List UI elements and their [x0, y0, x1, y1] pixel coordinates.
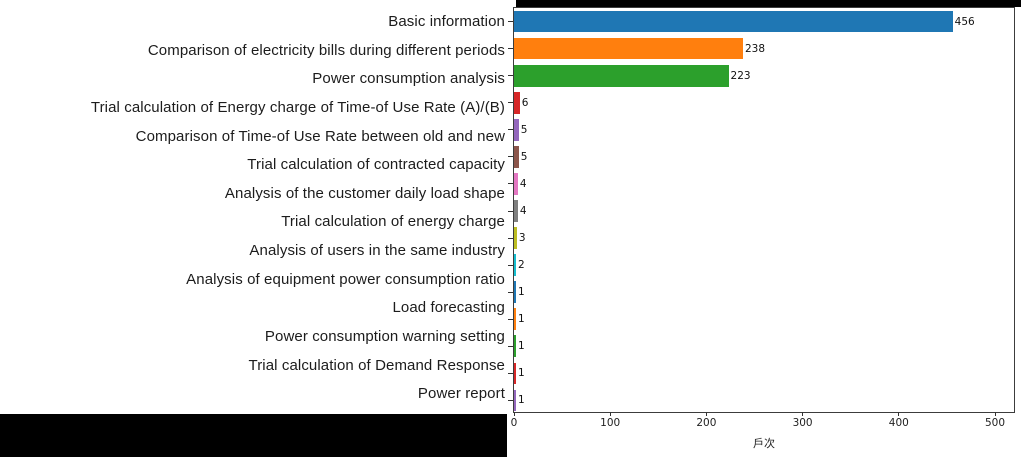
- y-axis-tick: [508, 75, 513, 77]
- category-label: Comparison of Time-of Use Rate between o…: [135, 127, 505, 145]
- bar-value-label: 2: [518, 259, 525, 272]
- bar-value-label: 5: [520, 150, 528, 163]
- category-label: Trial calculation of Demand Response: [248, 356, 505, 374]
- bar: [514, 335, 516, 358]
- bar-value-label: 1: [518, 313, 525, 326]
- bar: [514, 91, 520, 114]
- bar-value-label: 3: [518, 232, 526, 245]
- category-label: Analysis of users in the same industry: [249, 242, 505, 260]
- category-label: Power consumption warning setting: [264, 327, 505, 345]
- bar-value-label: 1: [518, 394, 525, 407]
- category-label: Analysis of equipment power consumption …: [186, 270, 505, 288]
- y-axis-tick: [508, 345, 513, 347]
- bar-value-label: 6: [521, 96, 529, 109]
- y-axis-tick: [508, 291, 513, 293]
- y-axis-tick: [508, 129, 513, 131]
- bar: [514, 389, 516, 412]
- x-axis-tick: [898, 412, 900, 416]
- bar: [514, 37, 743, 60]
- y-axis-tick: [508, 183, 513, 185]
- bar: [514, 200, 518, 222]
- y-axis-tick: [508, 372, 513, 374]
- category-label: Load forecasting: [392, 299, 505, 317]
- bar-value-label: 238: [744, 42, 765, 55]
- bar-value-label: 4: [519, 205, 527, 217]
- y-axis-tick: [508, 264, 513, 266]
- x-axis-tick-label: 400: [888, 417, 909, 429]
- x-axis-tick: [609, 412, 611, 416]
- y-axis-tick: [508, 210, 513, 212]
- bar: [514, 145, 519, 168]
- bar-value-label: 456: [954, 15, 975, 28]
- bar-value-label: 1: [518, 286, 525, 299]
- y-axis-tick: [508, 237, 513, 239]
- y-axis-tick: [508, 399, 513, 401]
- x-axis-tick: [994, 412, 996, 416]
- y-axis-tick: [508, 48, 513, 50]
- category-label: Analysis of the customer daily load shap…: [224, 184, 505, 202]
- y-axis-tick: [508, 156, 513, 158]
- x-axis-tick: [513, 412, 515, 416]
- y-axis-tick: [508, 102, 513, 104]
- bar-value-label: 1: [518, 340, 525, 353]
- bar: [514, 173, 518, 195]
- y-axis-tick: [508, 21, 513, 23]
- plot-area: 戶次 456 238 223 6 5 5 4 4 3 2 1 1 1 1 1 0 100 200 300 400 500: [508, 7, 1015, 450]
- bar: [514, 227, 517, 249]
- bar-value-label: 4: [519, 177, 527, 190]
- bottom-redaction-bar: [0, 414, 507, 457]
- category-label: Basic information: [388, 13, 505, 30]
- bar: [514, 281, 516, 304]
- top-redaction-bar: [516, 0, 1021, 7]
- bar-value-label: 5: [520, 123, 528, 136]
- x-axis-tick-label: 0: [510, 417, 518, 429]
- category-label: Power report: [417, 385, 505, 403]
- x-axis-tick: [802, 412, 804, 416]
- bar: [514, 362, 516, 385]
- bar-value-label: 223: [730, 69, 751, 82]
- category-label: Comparison of electricity bills during d…: [147, 41, 505, 59]
- x-axis-title: 戶次: [753, 437, 775, 450]
- bar-value-label: 1: [518, 367, 525, 380]
- bar: [514, 10, 953, 33]
- x-axis-tick: [705, 412, 707, 416]
- bar: [514, 254, 516, 277]
- x-axis-tick-label: 300: [792, 417, 813, 429]
- y-axis-tick: [508, 318, 513, 320]
- category-label: Trial calculation of energy charge: [281, 213, 505, 231]
- category-label: Trial calculation of contracted capacity: [247, 156, 505, 174]
- category-labels-column: Basic information Comparison of electrici…: [0, 0, 506, 457]
- bar: [514, 308, 516, 331]
- bar: [514, 64, 729, 87]
- x-axis-tick-label: 500: [984, 417, 1006, 429]
- category-label: Power consumption analysis: [312, 70, 505, 88]
- x-axis-tick-label: 100: [600, 417, 621, 429]
- x-axis-tick-label: 200: [696, 417, 717, 429]
- category-label: Trial calculation of Energy charge of Ti…: [90, 98, 505, 116]
- bar: [514, 118, 519, 141]
